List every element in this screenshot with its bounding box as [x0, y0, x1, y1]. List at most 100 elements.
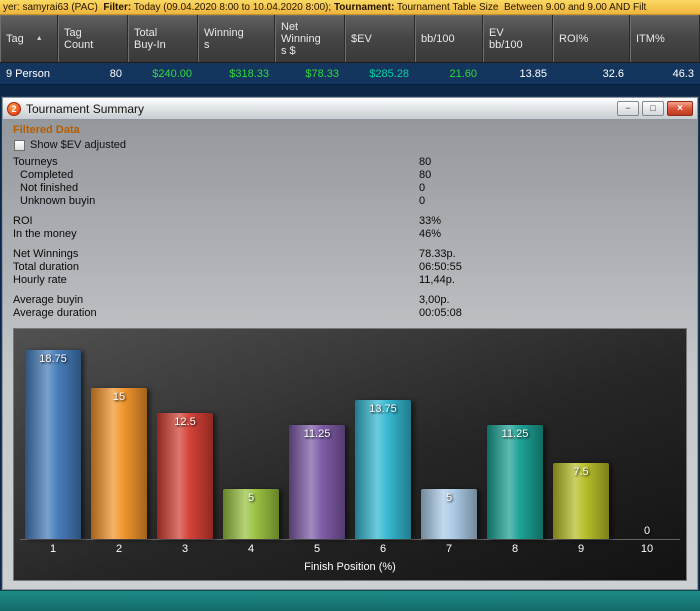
bar-value-label: 7.5	[573, 466, 589, 479]
bar-value-label: 5	[247, 491, 255, 504]
column-label: bb/100	[421, 32, 455, 45]
stat-label: In the money	[13, 228, 77, 240]
minimize-button[interactable]: −	[617, 101, 639, 116]
stat-row: Not finished 0	[13, 182, 687, 195]
section-title: Filtered Data	[13, 124, 80, 136]
bar-slot: 7.5	[548, 337, 614, 539]
x-axis-tick: 9	[577, 543, 585, 555]
window-controls: − □ ×	[614, 101, 693, 116]
window-titlebar[interactable]: 2 Tournament Summary − □ ×	[3, 98, 697, 120]
x-axis-tick: 3	[181, 543, 189, 555]
cell-tag-count: 80	[109, 67, 122, 80]
show-ev-checkbox[interactable]	[14, 139, 25, 151]
maximize-button[interactable]: □	[642, 101, 664, 116]
x-axis-tick: 8	[511, 543, 519, 555]
stat-value: 33%	[419, 215, 442, 227]
stat-row: Tourneys 80	[13, 156, 687, 169]
stat-label: Unknown buyin	[20, 195, 96, 207]
stat-label: Tourneys	[13, 156, 58, 168]
stat-row: Completed 80	[13, 169, 687, 182]
column-label: Tag	[6, 32, 24, 45]
column-header-itm[interactable]: ITM%	[630, 15, 700, 62]
stat-row: Hourly rate 11,44р.	[13, 274, 687, 287]
filter-bar: yer: samyrai63 (PAC) Filter: Today (09.0…	[0, 0, 700, 15]
column-header-ev-bb100[interactable]: EV bb/100	[483, 15, 553, 62]
column-label: Total Buy-In	[134, 26, 166, 51]
column-header-total-buyin[interactable]: Total Buy-In	[128, 15, 198, 62]
bottom-strip	[0, 590, 700, 611]
bar-slot: 18.75	[20, 337, 86, 540]
cell-ev-bb100: 13.85	[519, 67, 547, 80]
stat-group: Tourneys 80 Completed 80 Not finished 0 Unknow…	[13, 156, 687, 208]
cell-roi: 32.6	[602, 67, 624, 80]
bar-value-label: 5	[445, 491, 453, 504]
window-body: Filtered Data Show $EV adjusted Tourneys…	[3, 120, 697, 589]
stat-value: 00:05:08	[419, 307, 462, 319]
app-icon: 2	[7, 101, 21, 116]
stat-row: ROI 33%	[13, 215, 687, 228]
column-label: ITM%	[636, 32, 665, 45]
column-header-tag[interactable]: Tag ▲	[0, 15, 58, 62]
stat-value: 78.33р.	[419, 248, 456, 260]
bar-slot: 5	[218, 337, 284, 539]
bar-slot: 13.75	[350, 337, 416, 539]
chart-bar	[553, 463, 609, 539]
filter-segment: yer: samyrai63 (PAC)	[3, 1, 104, 13]
column-header-bb100[interactable]: bb/100	[415, 15, 483, 62]
column-header-winnings[interactable]: Winnings	[198, 15, 275, 62]
results-table-header: Tag ▲ Tag Count Total Buy-In Winnings Net Win…	[0, 15, 700, 63]
filter-segment: Filter:	[103, 1, 132, 13]
stat-label: Average buyin	[13, 294, 84, 306]
stat-value: 46%	[419, 228, 442, 240]
x-axis-tick: 7	[445, 543, 453, 555]
bar-value-label: 18.75	[39, 352, 67, 365]
stat-row: Average buyin 3,00р.	[13, 294, 687, 307]
sort-asc-icon: ▲	[35, 34, 43, 42]
stat-row: Total duration 06:50:55	[13, 261, 687, 274]
stat-group: Average buyin 3,00р. Average duration 00:05…	[13, 294, 687, 320]
stat-value: 11,44р.	[419, 274, 455, 286]
x-axis-tick: 5	[313, 543, 321, 555]
chart-bar	[25, 349, 81, 540]
stat-value: 0	[419, 195, 426, 207]
chart-bar	[91, 387, 147, 539]
chart-plot: 18.75 15 12.5 5 11.25 13.75 5 11.25 7.5 0	[20, 337, 680, 540]
column-label: Net Winnings $	[281, 20, 321, 57]
x-axis-tick: 6	[379, 543, 387, 555]
cell-total-buyin: $240.00	[152, 67, 192, 80]
column-header-ev[interactable]: $EV	[345, 15, 415, 62]
x-axis-tick: 4	[247, 543, 255, 555]
bar-value-label: 11.25	[501, 428, 529, 441]
filter-segment: Today (09.04.2020 8:00 to 10.04.2020 8:0…	[131, 1, 334, 13]
stat-row: Unknown buyin 0	[13, 195, 687, 208]
stat-label: Completed	[20, 169, 74, 181]
column-header-tag-count[interactable]: Tag Count	[58, 15, 128, 62]
bar-value-label: 15	[112, 390, 126, 403]
filter-segment: Tournament:	[333, 1, 395, 13]
stat-group: Net Winnings 78.33р. Total duration 06:50:5…	[13, 248, 687, 287]
stat-label: Net Winnings	[13, 248, 79, 260]
chart-bar	[289, 425, 345, 539]
window-title: Tournament Summary	[26, 101, 145, 116]
column-label: EV bb/100	[489, 26, 523, 51]
bar-slot: 12.5	[152, 337, 218, 540]
bar-value-label: 13.75	[369, 403, 397, 416]
column-header-net-winnings[interactable]: Net Winnings $	[275, 15, 345, 62]
column-label: Winnings	[204, 26, 244, 51]
finish-position-chart: 18.75 15 12.5 5 11.25 13.75 5 11.25 7.5 0 1 2 3 4 5 6 7…	[13, 328, 687, 581]
close-button[interactable]: ×	[667, 101, 693, 116]
chart-bar	[355, 400, 411, 539]
bar-slot: 5	[416, 337, 482, 539]
filter-segment: Tournament Table Size Between 9.00 and 9…	[394, 1, 647, 13]
chart-bar	[487, 425, 543, 539]
stat-label: Total duration	[13, 261, 80, 273]
results-table-row[interactable]: 9 Person 80 $240.00 $318.33 $78.33 $285.28 21.…	[0, 63, 700, 85]
stat-label: Not finished	[20, 182, 79, 194]
bar-slot: 11.25	[482, 337, 548, 539]
chart-bar	[223, 488, 279, 539]
chart-xlabel: Finish Position (%)	[304, 561, 396, 573]
stat-value: 80	[419, 156, 432, 168]
checkbox-label: Show $EV adjusted	[30, 139, 127, 151]
column-header-roi[interactable]: ROI%	[553, 15, 630, 62]
bar-value-label: 0	[643, 525, 651, 537]
